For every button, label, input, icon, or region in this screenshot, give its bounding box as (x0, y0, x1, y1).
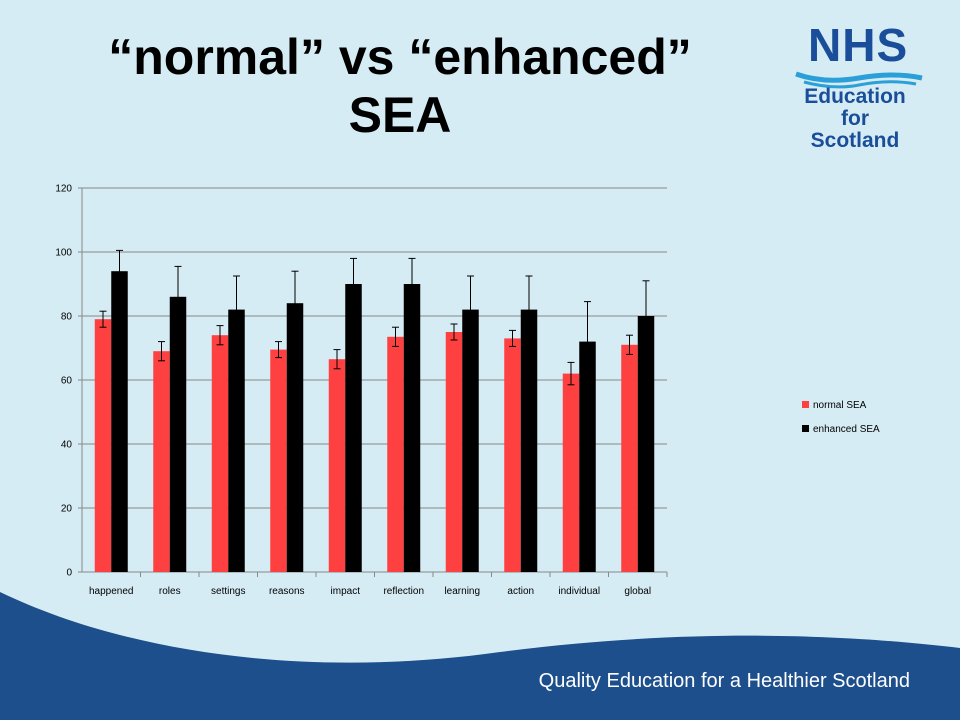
footer-wave (0, 592, 960, 720)
logo-line-1: Education (804, 85, 906, 108)
x-tick-label: roles (159, 586, 181, 597)
x-tick-label: reasons (269, 586, 305, 597)
x-tick-label: global (624, 586, 651, 597)
bar-normal-SEA (621, 344, 638, 572)
x-tick-label: learning (444, 586, 480, 597)
y-tick-label: 20 (61, 504, 73, 515)
bar-enhanced-SEA (228, 309, 245, 572)
footer-tagline: Quality Education for a Healthier Scotla… (538, 670, 910, 692)
legend-label: enhanced SEA (813, 424, 880, 435)
y-tick-label: 120 (55, 184, 72, 195)
bar-normal-SEA (153, 351, 170, 572)
x-tick-label: happened (89, 586, 134, 597)
bar-enhanced-SEA (286, 303, 304, 572)
bar-enhanced-SEA (637, 316, 655, 572)
bar-normal-SEA (211, 335, 229, 572)
bars (94, 249, 655, 572)
bar-enhanced-SEA (520, 309, 538, 572)
y-tick-label: 0 (66, 568, 72, 579)
x-tick-label: reflection (383, 586, 424, 597)
bar-enhanced-SEA (579, 341, 596, 572)
bar-enhanced-SEA (462, 309, 479, 572)
nhs-wordmark: NHS (808, 19, 909, 71)
x-tick-label: impact (331, 586, 361, 597)
bar-normal-SEA (94, 319, 112, 572)
legend-label: normal SEA (813, 400, 867, 411)
bar-normal-SEA (387, 336, 404, 572)
logo-swoosh-icon (795, 71, 923, 89)
bar-enhanced-SEA (111, 271, 128, 572)
bar-normal-SEA (270, 349, 287, 572)
tick-labels: 0 20 40 60 80 100 120 happened roles settings reas… (55, 184, 651, 598)
logo-line-2: for (841, 107, 869, 130)
legend-swatch (802, 401, 809, 408)
bar-enhanced-SEA (169, 296, 187, 572)
bar-normal-SEA (562, 373, 580, 572)
bar-enhanced-SEA (345, 284, 362, 572)
title-line-1: “normal” vs “enhanced” (108, 29, 692, 85)
y-tick-label: 60 (61, 376, 73, 387)
bar-chart: 0 20 40 60 80 100 120 happened roles settings reas… (55, 184, 880, 598)
slide-title: “normal” vs “enhanced” SEA (40, 28, 760, 144)
legend-swatch (802, 425, 809, 432)
logo-line-3: Scotland (810, 129, 900, 152)
bar-normal-SEA (445, 332, 463, 572)
bar-normal-SEA (504, 338, 521, 572)
x-tick-label: action (507, 586, 534, 597)
y-tick-label: 100 (55, 248, 72, 259)
logo-subtitle: Education for Scotland (790, 86, 920, 152)
x-tick-label: individual (558, 586, 600, 597)
title-line-2: SEA (348, 87, 452, 143)
bar-normal-SEA (328, 359, 346, 572)
x-tick-label: settings (211, 586, 245, 597)
legend: normal SEA enhanced SEA (802, 400, 880, 435)
y-tick-label: 80 (61, 312, 73, 323)
nhs-logo: NHS Education for Scotland (790, 18, 930, 158)
y-tick-label: 40 (61, 440, 73, 451)
bar-enhanced-SEA (403, 284, 421, 572)
